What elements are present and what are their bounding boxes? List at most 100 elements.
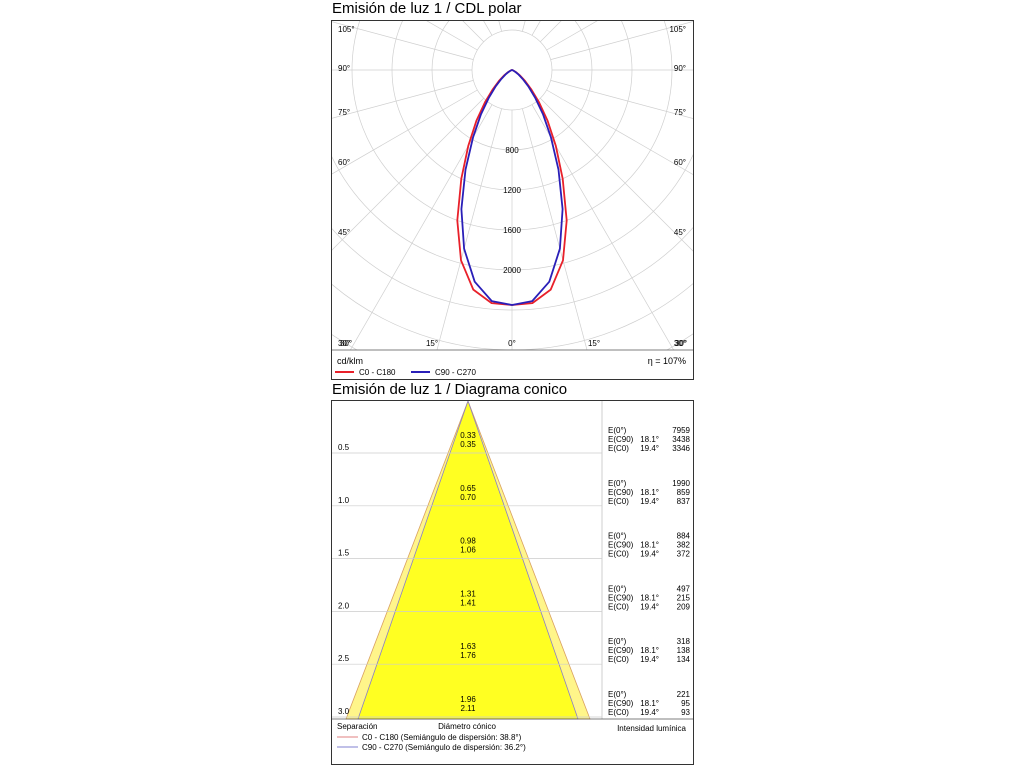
cone-ec90-label: E(C90) (608, 646, 634, 655)
polar-grid-spoke (436, 108, 502, 350)
cone-ec0-label: E(C0) (608, 444, 629, 453)
cone-ec0-angle: 19.4° (640, 497, 659, 506)
polar-angle-label-right: 45° (674, 228, 686, 237)
cone-separation-label: 2.0 (338, 601, 350, 610)
polar-grid-spoke (349, 104, 493, 350)
cone-separation-label: 1.5 (338, 549, 350, 558)
cone-ec0-value: 3346 (672, 444, 690, 453)
polar-unit-label: cd/klm (337, 356, 363, 366)
cone-ec0-label: E(C0) (608, 655, 629, 664)
polar-radial-tick: 1200 (503, 186, 521, 195)
cone-diameter-c0: 0.70 (460, 493, 476, 502)
cone-separation-label: 1.0 (338, 496, 350, 505)
polar-angle-label-left: 60° (338, 158, 350, 167)
cone-ec90-label: E(C90) (608, 699, 634, 708)
cone-ec90-value: 859 (677, 488, 691, 497)
cone-ec90-value: 215 (677, 593, 691, 602)
cone-diameter-c0: 0.35 (460, 440, 476, 449)
polar-angle-label-right: 105° (669, 25, 686, 34)
cone-ec90-angle: 18.1° (640, 488, 659, 497)
cone-ec90-angle: 18.1° (640, 593, 659, 602)
cone-footer-intensity: Intensidad lumínica (617, 724, 686, 733)
polar-curves (456, 69, 568, 306)
cone-ec90-angle: 18.1° (640, 699, 659, 708)
polar-angle-label-right: 30° (674, 339, 686, 348)
polar-grid-spoke (546, 89, 693, 175)
polar-grid-circle (332, 333, 693, 350)
polar-angle-label-left: 105° (338, 25, 355, 34)
cone-ec0-angle: 19.4° (640, 708, 659, 717)
polar-angle-label-left: 90° (338, 64, 350, 73)
polar-grid-circle (332, 21, 693, 379)
cone-e0-label: E(0°) (608, 426, 627, 435)
cone-e0-value: 497 (677, 584, 691, 593)
polar-chart-title: Emisión de luz 1 / CDL polar (332, 0, 522, 17)
cone-diagram: 0.5 0.33 0.35 E(0°) 7959 E(C90) 18.1° 3438 E(C0)… (331, 400, 694, 765)
cone-ec0-value: 93 (681, 708, 690, 717)
cone-ec90-label: E(C90) (608, 541, 634, 550)
polar-grid-spoke (531, 104, 675, 350)
cone-ec90-label: E(C90) (608, 435, 634, 444)
cone-ec90-value: 95 (681, 699, 690, 708)
cone-row: 2.5 1.631.76 E(0°) 318 E(C90) 18.1° 138 E(C0) 19… (332, 637, 691, 665)
polar-grid-spoke (332, 21, 474, 60)
cone-diameter-c0: 1.06 (460, 546, 476, 555)
polar-angle-label-bottom: 30° (675, 339, 687, 348)
cone-e0-label: E(0°) (608, 584, 627, 593)
cone-ec0-label: E(C0) (608, 602, 629, 611)
cone-diameter-c90: 1.31 (460, 589, 476, 598)
cone-diameter-c0: 1.41 (460, 598, 476, 607)
cone-e0-label: E(0°) (608, 690, 627, 699)
polar-angle-label-bottom: 15° (426, 339, 438, 348)
cone-diameter-c0: 2.11 (461, 704, 477, 713)
polar-grid-spoke (332, 98, 484, 251)
cone-ec0-angle: 19.4° (640, 602, 659, 611)
polar-grid-spoke (332, 89, 478, 175)
cone-row: 1.5 0.981.06 E(0°) 884 E(C90) 18.1° 382 E(C0) 19… (332, 532, 691, 559)
polar-angle-label-bottom: 0° (508, 339, 516, 348)
cone-e0-value: 221 (677, 690, 691, 699)
polar-legend-c0-label: C0 - C180 (359, 368, 396, 377)
cone-diameter-c0: 1.76 (460, 651, 476, 660)
polar-grid-spoke (550, 21, 693, 60)
polar-labels: 800 1200 1600 2000 105° 90° 75° 60° 45° 30° 105° 90… (338, 25, 687, 348)
cone-ec0-label: E(C0) (608, 550, 629, 559)
cone-ec90-value: 382 (677, 541, 691, 550)
polar-angle-label-left: 45° (338, 228, 350, 237)
cone-diagram-svg: 0.5 0.330.35 E(0°) 7959 E(C90) 18.1° 3438 E(C0)… (332, 401, 693, 752)
cone-ec0-value: 134 (677, 655, 691, 664)
cone-e0-label: E(0°) (608, 637, 627, 646)
polar-angle-label-right: 90° (674, 64, 686, 73)
cone-legend-c90-label: C90 - C270 (Semiángulo de dispersión: 36… (362, 743, 526, 752)
cone-ec0-angle: 19.4° (640, 655, 659, 664)
cone-ec90-label: E(C90) (608, 593, 634, 602)
polar-grid-circle (332, 21, 693, 379)
cone-legend-c0-label: C0 - C180 (Semiángulo de dispersión: 38.… (362, 733, 522, 742)
cone-row: 1.0 0.650.70 E(0°) 1990 E(C90) 18.1° 859 E(C0) 1… (332, 479, 691, 507)
polar-grid-spoke (332, 80, 474, 119)
cone-ec90-angle: 18.1° (640, 541, 659, 550)
cone-footer-diameter: Diámetro cónico (438, 722, 496, 731)
polar-curve-c90-c270 (460, 69, 564, 306)
cone-separation-label: 2.5 (338, 654, 350, 663)
cone-ec0-label: E(C0) (608, 708, 629, 717)
cone-diameter-c90: 0.98 (460, 537, 476, 546)
polar-grid-spoke (522, 108, 588, 350)
polar-angle-label-left: 75° (338, 108, 350, 117)
cone-separation-label: 0.5 (338, 443, 350, 452)
cone-footer-separation: Separación (337, 722, 377, 731)
polar-grid (332, 21, 693, 379)
cone-e0-value: 1990 (672, 479, 690, 488)
cone-ec90-value: 3438 (672, 435, 690, 444)
cone-e0-value: 7959 (672, 426, 690, 435)
polar-grid-circle (332, 21, 693, 379)
polar-angle-label-left: 30° (338, 339, 350, 348)
cone-row: 2.0 1.311.41 E(0°) 497 E(C90) 18.1° 215 E(C0) 19… (332, 584, 691, 612)
polar-angle-label-bottom: 15° (588, 339, 600, 348)
cone-diameter-c90: 0.33 (460, 431, 476, 440)
cone-ec0-value: 209 (677, 602, 691, 611)
polar-grid-spoke (550, 80, 693, 119)
cone-diameter-c90: 1.96 (460, 695, 476, 704)
cone-e0-label: E(0°) (608, 532, 627, 541)
cone-ec90-label: E(C90) (608, 488, 634, 497)
